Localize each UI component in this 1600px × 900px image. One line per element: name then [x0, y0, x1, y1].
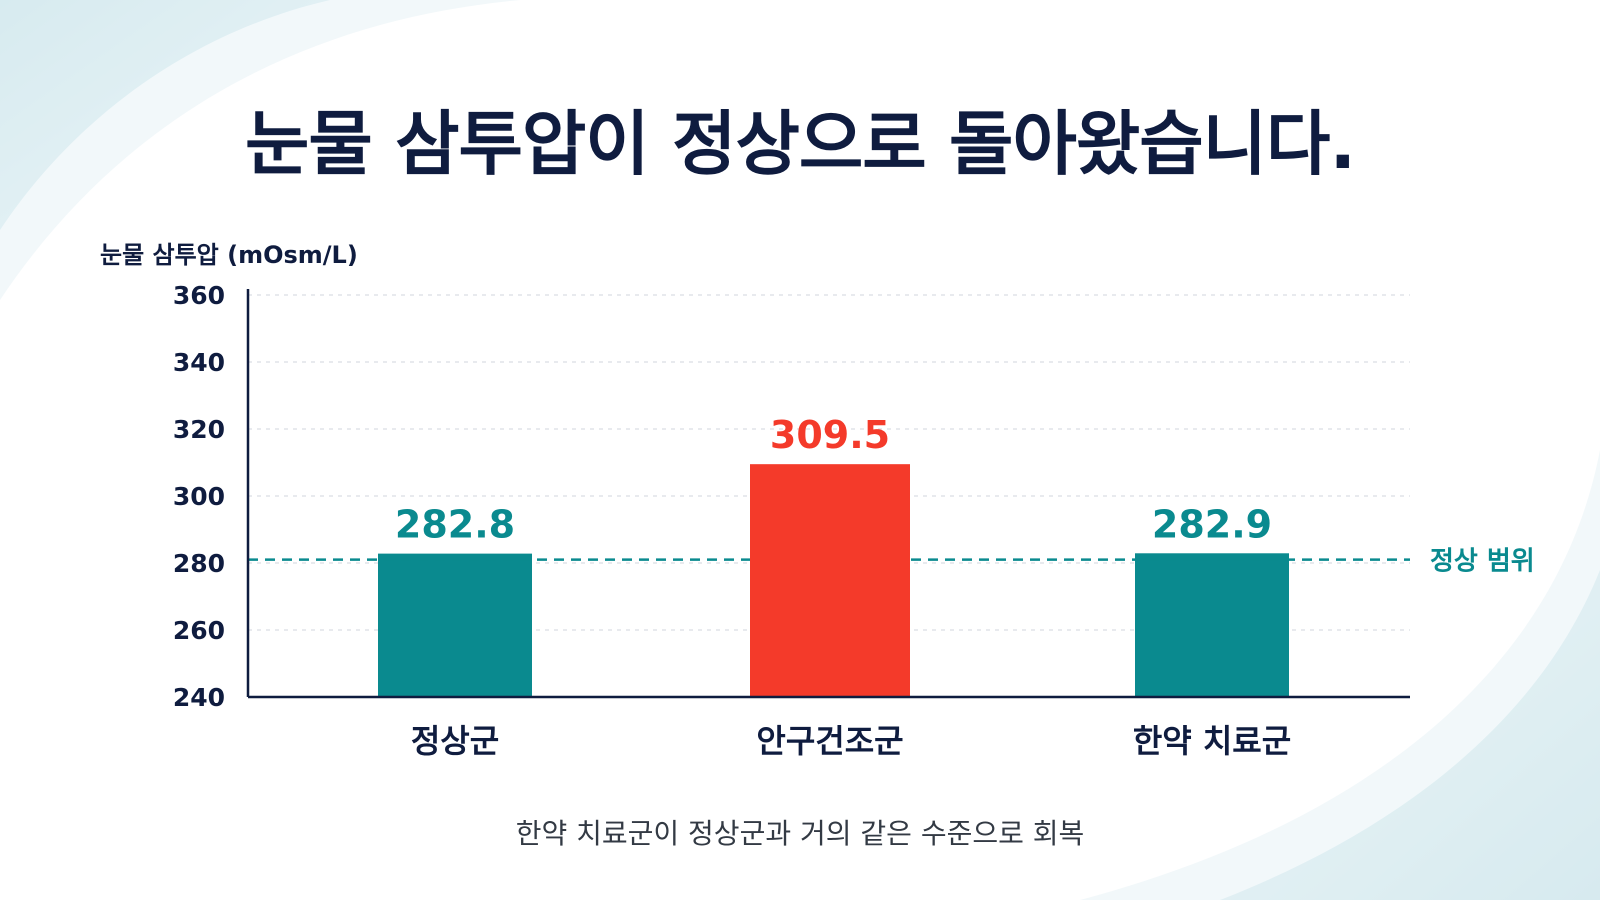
x-category-label: 정상군 — [411, 722, 499, 760]
y-tick-label: 360 — [173, 281, 225, 310]
y-axis-label: 눈물 삼투압 (mOsm/L) — [100, 241, 358, 269]
x-category-label: 안구건조군 — [756, 722, 903, 760]
y-tick-label: 260 — [173, 616, 225, 645]
chart-caption: 한약 치료군이 정상군과 거의 같은 수준으로 회복 — [515, 817, 1085, 850]
value-label: 282.9 — [1152, 502, 1272, 546]
page-title: 눈물 삼투압이 정상으로 돌아왔습니다. — [244, 103, 1356, 185]
y-tick-label: 320 — [173, 415, 225, 444]
bar-1 — [378, 553, 532, 697]
bar-2-overlay — [750, 556, 910, 563]
y-tick-label: 340 — [173, 348, 225, 377]
x-category-label: 한약 치료군 — [1133, 722, 1291, 760]
value-label: 309.5 — [770, 413, 890, 457]
bar-3 — [1135, 553, 1289, 697]
y-tick-label: 240 — [173, 683, 225, 712]
normal-range-label: 정상 범위 — [1430, 547, 1535, 577]
bar-2 — [750, 464, 910, 697]
y-tick-label: 300 — [173, 482, 225, 511]
value-label: 282.8 — [395, 503, 515, 547]
y-tick-label: 280 — [173, 549, 225, 578]
